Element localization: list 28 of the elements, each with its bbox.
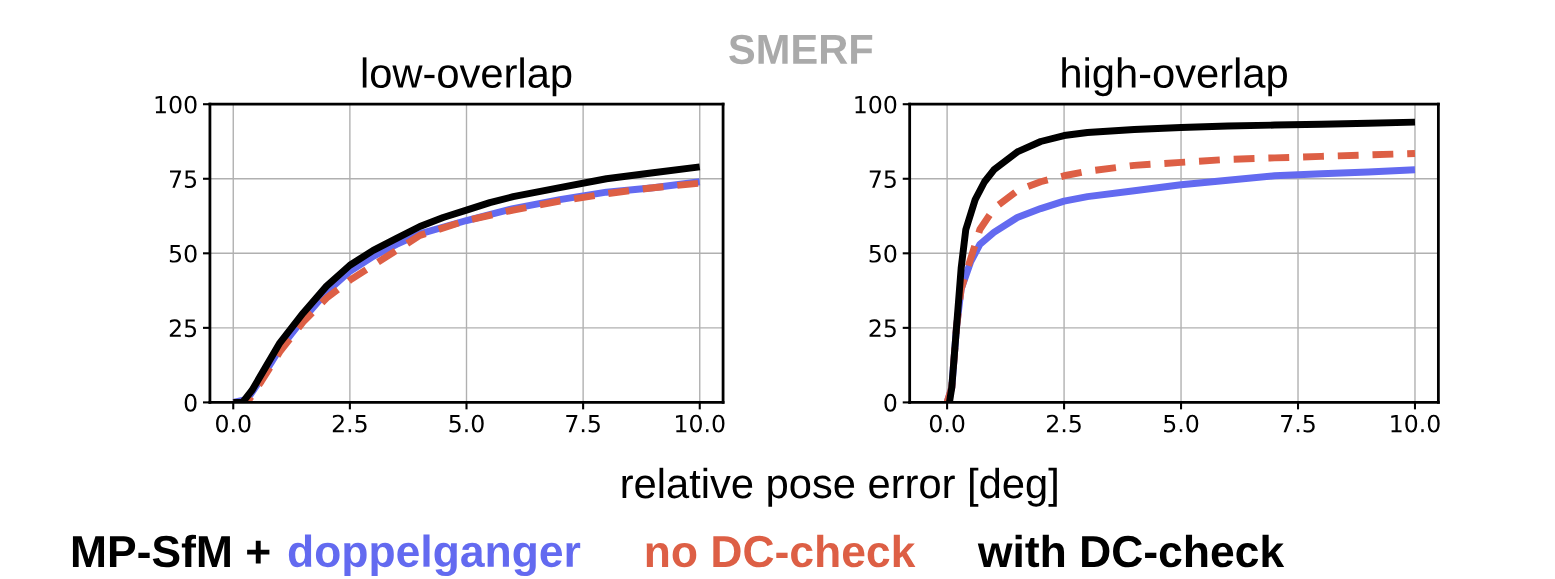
y-tick-label: 25: [169, 319, 197, 338]
text: no DC-check: [646, 534, 916, 568]
y-tick-label: 100: [855, 95, 897, 114]
y-tick-label: 0: [884, 393, 897, 412]
x-axis-title: relative pose error [deg]: [622, 467, 1057, 507]
x-tick-label: 0.0: [929, 414, 965, 433]
chart-title: high-overlap: [1062, 57, 1287, 97]
text: SMERF: [729, 34, 873, 65]
y-tick-label: 25: [869, 319, 896, 338]
x-tick-label: 5.0: [449, 414, 484, 433]
legend-title: MP-SfM +: [72, 534, 270, 568]
text: doppelganger: [288, 534, 581, 577]
x-tick-label: 0.0: [216, 414, 251, 433]
x-tick-label: 2.5: [1047, 414, 1081, 433]
y-tick-label: 75: [869, 170, 896, 189]
y-tick-label: 100: [155, 95, 197, 114]
x-tick-label: 2.5: [332, 414, 367, 433]
x-tick-label: 7.5: [566, 414, 600, 433]
x-tick-label: 7.5: [1281, 414, 1315, 433]
text: with DC-check: [977, 534, 1285, 568]
chart-title: low-overlap: [362, 57, 572, 97]
x-tick-label: 10.0: [1391, 414, 1440, 433]
y-tick-label: 75: [170, 170, 197, 189]
y-tick-label: 50: [169, 244, 197, 263]
x-tick-label: 10.0: [676, 414, 725, 433]
y-tick-label: 0: [184, 393, 197, 412]
x-tick-label: 5.0: [1164, 414, 1199, 433]
y-tick-label: 50: [869, 244, 897, 263]
